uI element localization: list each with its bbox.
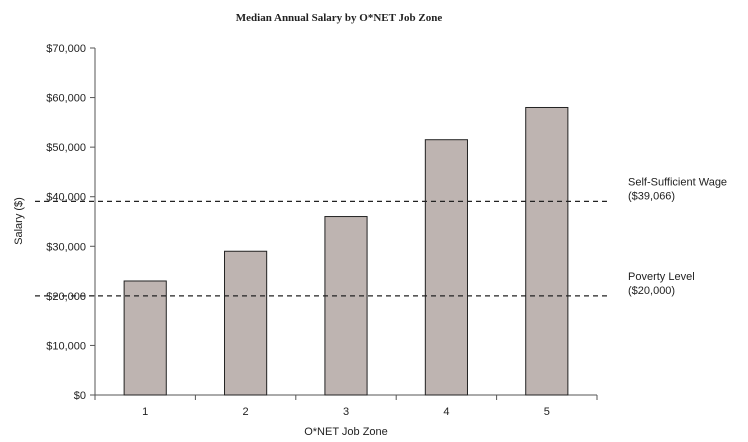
reference-line-value: ($39,066) xyxy=(628,190,675,202)
bars xyxy=(123,106,569,396)
y-axis: $0 $10,000 $20,000 $30,000 $40,000 $50,000 $60… xyxy=(46,43,96,402)
bar-job-zone-5 xyxy=(525,106,569,396)
bar-job-zone-3 xyxy=(324,216,368,396)
bar-job-zone-4 xyxy=(424,139,468,396)
y-tick-label: $30,000 xyxy=(46,241,86,253)
bar-job-zone-2 xyxy=(224,250,268,396)
x-axis: 1 2 3 4 5 xyxy=(94,394,598,418)
x-axis-label: O*NET Job Zone xyxy=(304,426,388,437)
y-tick-label: $20,000 xyxy=(46,291,86,303)
x-tick-label: 1 xyxy=(142,406,148,418)
chart-title: Median Annual Salary by O*NET Job Zone xyxy=(236,12,443,24)
y-axis-label: Salary ($) xyxy=(13,197,25,245)
bar-job-zone-1 xyxy=(123,280,167,396)
reference-line-label: Self-Sufficient Wage xyxy=(628,176,727,188)
reference-line-label: Poverty Level xyxy=(628,271,695,283)
reference-lines: Self-Sufficient Wage ($39,066) Poverty Lev… xyxy=(35,176,727,297)
y-tick-label: $0 xyxy=(74,390,86,402)
x-tick-label: 4 xyxy=(443,406,449,418)
y-tick-label: $50,000 xyxy=(46,142,86,154)
y-tick-label: $60,000 xyxy=(46,93,86,105)
reference-line-value: ($20,000) xyxy=(628,285,675,297)
x-tick-label: 2 xyxy=(243,406,249,418)
y-tick-label: $10,000 xyxy=(46,340,86,352)
x-tick-label: 3 xyxy=(343,406,349,418)
y-tick-label: $70,000 xyxy=(46,43,86,55)
x-tick-label: 5 xyxy=(544,406,550,418)
y-tick-label: $40,000 xyxy=(46,192,86,204)
